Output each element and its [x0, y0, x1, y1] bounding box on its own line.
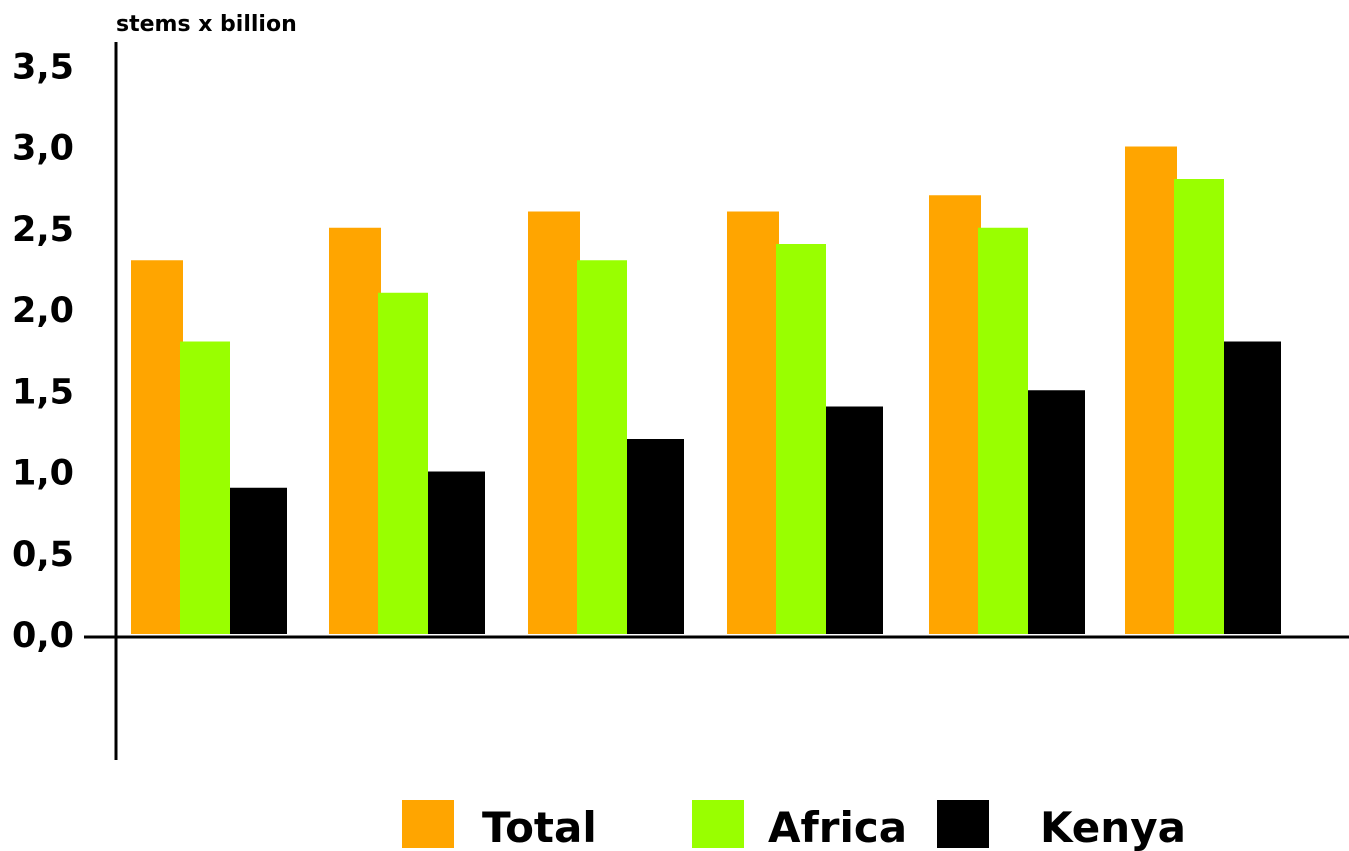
legend: Total Africa Kenya: [402, 800, 1186, 851]
bar-africa: [378, 292, 428, 634]
legend-swatch-africa: [692, 800, 744, 848]
y-tick-label: 3,0: [12, 129, 74, 169]
y-tick-labels: 0,0 0,5 1,0 1,5 2,0 2,5 3,0 3,5: [12, 47, 74, 656]
y-axis-label: stems x billion: [116, 12, 297, 37]
bar-kenya: [627, 439, 684, 634]
bar-kenya: [1224, 341, 1281, 634]
bar-africa: [978, 227, 1028, 634]
legend-label-total: Total: [482, 803, 597, 851]
y-tick-label: 0,0: [12, 616, 74, 656]
bar-africa: [1174, 179, 1224, 634]
legend-label-kenya: Kenya: [1040, 803, 1186, 851]
bar-total: [528, 211, 580, 634]
bar-total: [1125, 146, 1177, 634]
bar-total: [727, 211, 779, 634]
y-tick-label: 1,5: [12, 372, 74, 412]
legend-label-africa: Africa: [768, 803, 907, 851]
y-tick-label: 2,5: [12, 210, 74, 250]
legend-swatch-total: [402, 800, 454, 848]
bar-total: [131, 260, 183, 634]
y-tick-label: 0,5: [12, 535, 74, 575]
y-tick-label: 2,0: [12, 291, 74, 331]
bars: [131, 146, 1281, 634]
legend-swatch-kenya: [937, 800, 989, 848]
bar-kenya: [230, 487, 287, 634]
bar-kenya: [826, 406, 883, 634]
bar-total: [929, 195, 981, 634]
bar-africa: [776, 244, 826, 634]
bar-africa: [577, 260, 627, 634]
y-tick-label: 3,5: [12, 47, 74, 87]
y-tick-label: 1,0: [12, 454, 74, 494]
bar-kenya: [1028, 390, 1085, 634]
bar-kenya: [428, 471, 485, 634]
bar-total: [329, 227, 381, 634]
bar-africa: [180, 341, 230, 634]
